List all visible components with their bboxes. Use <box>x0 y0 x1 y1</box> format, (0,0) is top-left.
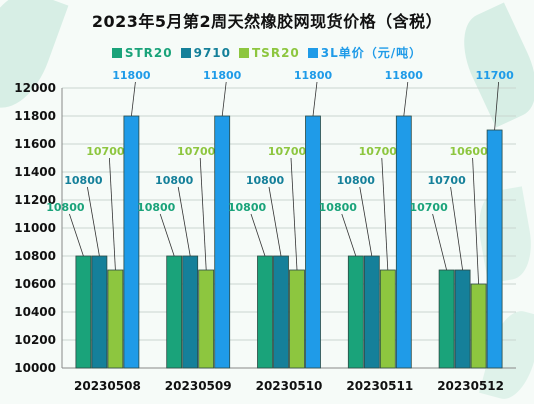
x-tick-label: 20230509 <box>165 379 232 393</box>
data-label: 10700 <box>86 145 125 158</box>
leader-line <box>177 186 191 257</box>
leader-line <box>341 213 357 257</box>
leader-line <box>199 157 207 271</box>
bar <box>438 269 455 369</box>
legend-label: STR20 <box>124 46 173 60</box>
data-label: 11800 <box>294 69 333 82</box>
y-tick-label: 10000 <box>14 361 56 375</box>
data-label: 10800 <box>64 174 103 187</box>
chart-title: 2023年5月第2周天然橡胶网现货价格（含税） <box>91 12 443 31</box>
bar <box>182 255 199 369</box>
leader-line <box>432 213 447 271</box>
leader-line <box>494 81 499 131</box>
y-tick-label: 10800 <box>14 249 56 263</box>
chart-legend: STR20 9710 TSR20 3L单价（元/吨） <box>0 44 534 61</box>
bar <box>363 255 380 369</box>
leader-line <box>450 186 463 271</box>
legend-label: 9710 <box>193 46 231 60</box>
bar <box>75 255 92 369</box>
bar <box>395 115 412 369</box>
legend-swatch <box>180 48 191 58</box>
bar <box>454 269 471 369</box>
leader-line <box>109 157 116 271</box>
leader-line <box>221 81 227 117</box>
bar <box>289 269 305 369</box>
data-label: 10600 <box>449 145 488 158</box>
legend-item: TSR20 <box>239 46 300 60</box>
bar <box>257 255 273 369</box>
data-label: 11700 <box>475 69 514 82</box>
y-tick-label: 10200 <box>14 333 56 347</box>
data-label: 10700 <box>177 145 216 158</box>
bar <box>379 269 396 369</box>
data-label: 10700 <box>359 145 398 158</box>
y-tick-label: 11600 <box>14 137 56 151</box>
leader-line <box>159 213 175 257</box>
y-tick-label: 12000 <box>14 81 56 95</box>
x-tick-label: 20230508 <box>74 379 141 393</box>
leader-line <box>472 157 479 285</box>
leader-line <box>268 186 282 257</box>
legend-item: STR20 <box>111 46 173 60</box>
data-label: 11800 <box>385 69 424 82</box>
data-label: 10800 <box>246 174 285 187</box>
leader-line <box>131 81 136 117</box>
data-label: 10800 <box>155 174 194 187</box>
leader-line <box>403 81 409 117</box>
data-label: 10800 <box>46 201 85 214</box>
y-tick-label: 10400 <box>14 305 56 319</box>
bar <box>123 115 140 369</box>
data-label: 10800 <box>319 201 358 214</box>
bar <box>486 129 503 369</box>
data-label: 11800 <box>203 69 242 82</box>
leader-line <box>290 157 298 271</box>
legend-item: 9710 <box>180 46 231 60</box>
leader-line <box>312 81 318 117</box>
leader-line <box>359 186 373 257</box>
data-label: 10800 <box>228 201 267 214</box>
legend-swatch <box>307 48 318 58</box>
x-tick-label: 20230512 <box>437 379 504 393</box>
leader-line <box>381 157 389 271</box>
data-label: 11800 <box>112 69 151 82</box>
legend-label: 3L单价（元/吨） <box>320 46 423 60</box>
leader-line <box>69 213 84 257</box>
bar <box>214 115 231 369</box>
legend-swatch <box>111 48 122 58</box>
y-tick-label: 11200 <box>14 193 56 207</box>
leader-line <box>87 186 100 257</box>
y-tick-label: 11400 <box>14 165 56 179</box>
bar <box>198 269 215 369</box>
bar <box>273 255 289 369</box>
y-tick-label: 10600 <box>14 277 56 291</box>
legend-swatch <box>239 48 249 58</box>
y-tick-label: 11000 <box>14 221 56 235</box>
data-label: 10800 <box>337 174 376 187</box>
bar <box>347 255 364 369</box>
bar <box>305 115 321 369</box>
leader-line <box>250 213 266 257</box>
data-label: 10700 <box>409 201 448 214</box>
y-tick-label: 11800 <box>14 109 56 123</box>
data-label: 10700 <box>427 174 466 187</box>
legend-label: TSR20 <box>252 46 300 60</box>
x-tick-label: 20230511 <box>346 379 413 393</box>
data-label: 10700 <box>268 145 307 158</box>
bar <box>91 255 108 369</box>
bar <box>107 269 124 369</box>
bar <box>166 255 183 369</box>
x-tick-label: 20230510 <box>256 379 323 393</box>
legend-item: 3L单价（元/吨） <box>307 44 423 61</box>
bar <box>470 283 487 369</box>
data-label: 10800 <box>137 201 176 214</box>
